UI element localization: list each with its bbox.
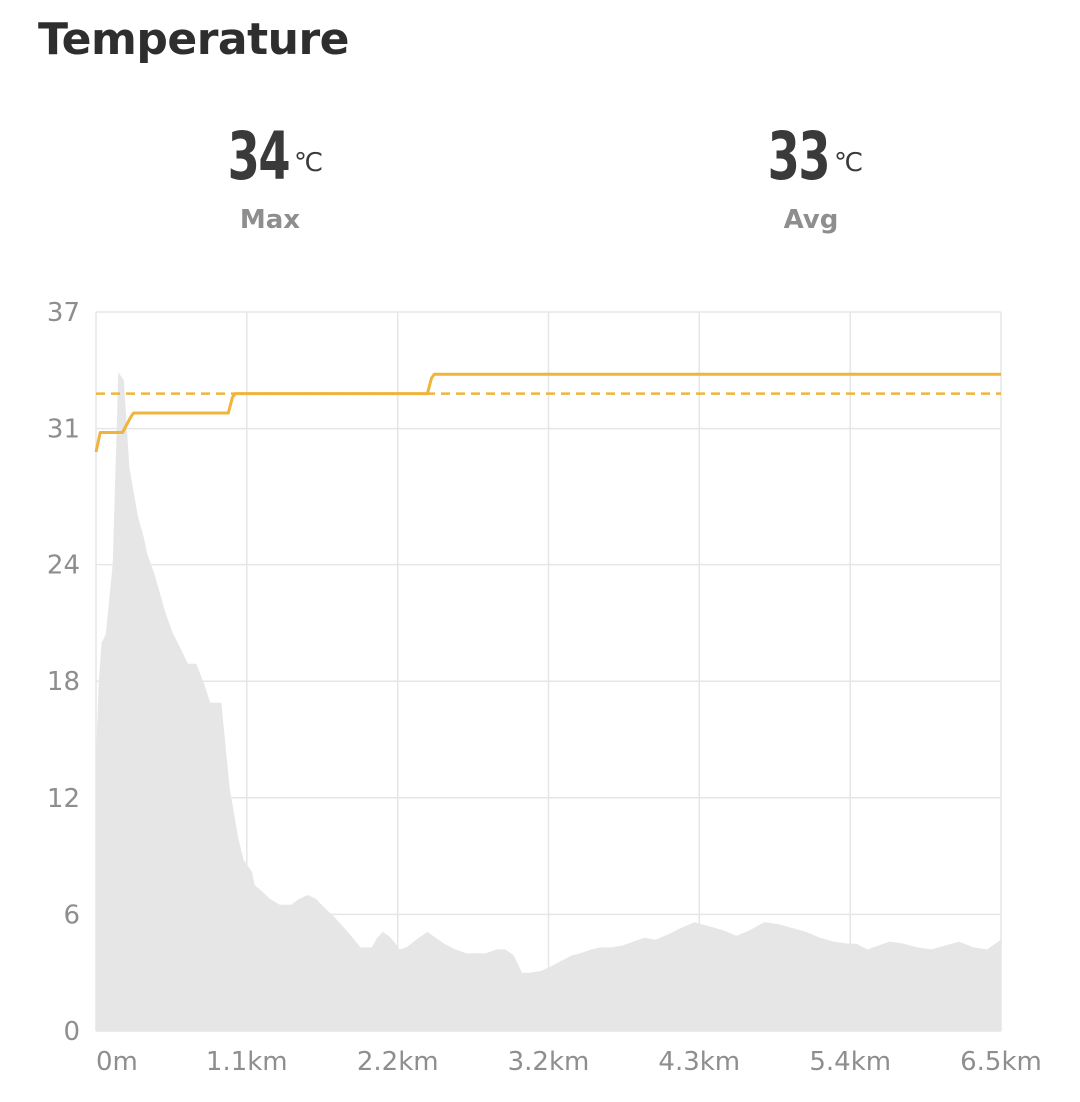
y-tick-label: 24 <box>47 551 80 581</box>
y-tick-label: 0 <box>63 1017 80 1047</box>
x-tick-label: 5.4km <box>809 1047 891 1077</box>
avg-label: Avg <box>783 205 839 235</box>
max-unit: ℃ <box>293 148 324 178</box>
y-tick-label: 6 <box>63 900 80 930</box>
y-tick-label: 12 <box>47 784 80 814</box>
page-title: Temperature <box>38 14 350 65</box>
y-tick-label: 37 <box>47 298 80 328</box>
y-tick-label: 18 <box>47 667 80 697</box>
x-tick-label: 0m <box>96 1047 138 1077</box>
max-stat: 34 ℃ Max <box>121 118 421 235</box>
x-tick-label: 3.2km <box>508 1047 590 1077</box>
x-tick-label: 4.3km <box>658 1047 740 1077</box>
y-tick-label: 31 <box>47 415 80 445</box>
max-label: Max <box>239 205 301 235</box>
series-max-line <box>94 372 1001 453</box>
x-tick-label: 2.2km <box>357 1047 439 1077</box>
avg-stat: 33 ℃ Avg <box>661 118 961 235</box>
avg-unit: ℃ <box>833 148 864 178</box>
x-tick-label: 1.1km <box>206 1047 288 1077</box>
series-area <box>96 372 1001 1031</box>
x-tick-label: 6.5km <box>960 1047 1042 1077</box>
max-value: 34 <box>227 118 290 195</box>
avg-value: 33 <box>767 118 830 195</box>
